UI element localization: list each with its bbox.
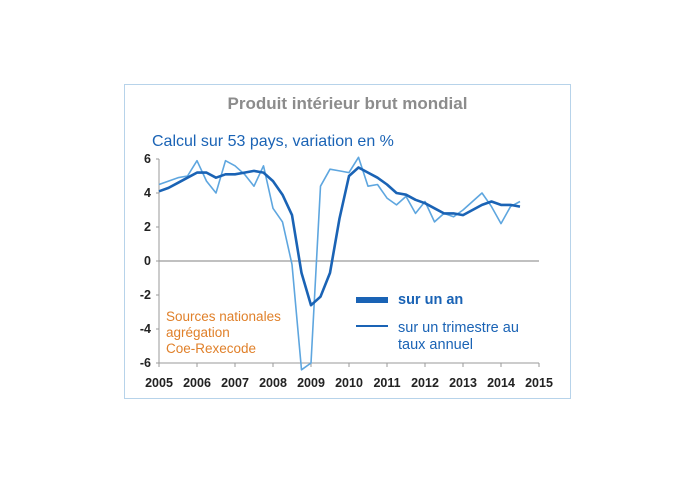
y-tick-label: 6 [144,152,151,166]
y-tick-label: 4 [144,186,151,200]
y-tick-label: -4 [140,322,151,336]
x-tick-label: 2015 [525,376,553,390]
x-tick-label: 2006 [183,376,211,390]
chart-subtitle: Calcul sur 53 pays, variation en % [152,133,394,150]
y-tick-label: -2 [140,288,151,302]
source-line-3: Coe-Rexecode [166,341,257,356]
legend-label-quarterly: sur un trimestre au taux annuel [398,320,519,353]
chart-title: Produit intérieur brut mondial [227,94,468,113]
x-tick-label: 2014 [487,376,515,390]
source-line-2: agrégation [166,325,230,340]
legend-label-annual: sur un an [398,292,464,308]
x-tick-label: 2012 [411,376,439,390]
tick-layer: 6 4 2 0 -2 -4 -6 2005 2006 2007 2008 2009 2010 2011 20… [140,152,553,390]
x-tick-label: 2010 [335,376,363,390]
chart-frame [124,84,571,399]
y-tick-label: -6 [140,356,151,370]
y-tick-label: 2 [144,220,151,234]
series-line-annual [158,166,521,307]
x-tick-label: 2007 [221,376,249,390]
x-tick-label: 2009 [297,376,325,390]
series-line-quarterly [158,156,521,371]
x-tick-label: 2011 [373,376,400,390]
legend-swatch-quarterly [356,325,388,327]
x-tick-label: 2013 [449,376,477,390]
y-tick-label: 0 [144,254,151,268]
legend-swatch-annual [356,297,388,303]
source-note: Sources nationales agrégation Coe-Rexeco… [166,309,281,357]
source-line-1: Sources nationales [166,309,281,324]
x-tick-label: 2005 [145,376,173,390]
x-tick-label: 2008 [259,376,287,390]
